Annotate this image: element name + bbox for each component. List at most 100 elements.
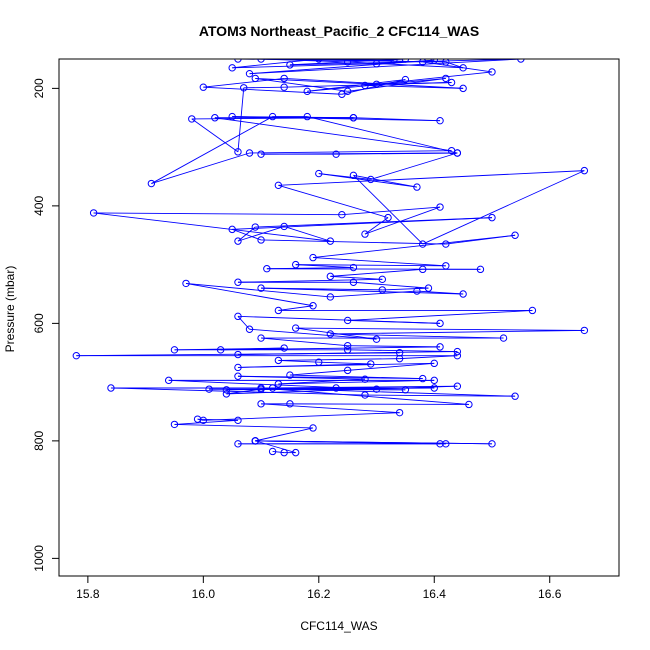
data-point <box>234 148 242 156</box>
data-point <box>326 293 335 301</box>
data-point <box>372 60 381 68</box>
data-point <box>436 440 444 448</box>
y-tick-label: 1000 <box>32 545 46 572</box>
data-point <box>447 78 456 87</box>
data-point <box>528 306 537 315</box>
series-line-segment <box>278 378 366 385</box>
data-point <box>280 222 288 231</box>
data-point <box>343 59 352 66</box>
data-point <box>338 90 346 98</box>
data-point <box>361 391 369 399</box>
data-point <box>280 83 288 91</box>
series-line-segment <box>289 374 423 380</box>
series-line-segment <box>191 118 239 153</box>
series-line-segment <box>278 184 389 219</box>
data-point <box>395 354 404 363</box>
series-line-segment <box>214 117 452 152</box>
data-point <box>401 75 410 84</box>
data-point <box>274 380 283 388</box>
data-point <box>372 335 381 343</box>
series-line-segment <box>266 267 354 270</box>
data-point <box>309 302 317 310</box>
data-point <box>465 400 473 409</box>
data-point <box>309 253 317 262</box>
data-point <box>234 312 242 321</box>
data-point <box>268 447 277 456</box>
series-line-segment <box>93 212 331 242</box>
data-point <box>268 112 277 121</box>
data-point <box>257 284 265 292</box>
data-point <box>442 59 450 66</box>
data-point <box>419 265 427 274</box>
data-point <box>245 325 254 333</box>
series-line-segment <box>249 150 452 154</box>
data-point <box>292 260 300 269</box>
data-point <box>372 80 381 88</box>
data-point <box>378 286 386 294</box>
series-line-segment <box>261 403 400 414</box>
data-point <box>442 440 450 448</box>
data-point <box>499 334 508 342</box>
data-point <box>390 59 398 64</box>
series-line-segment <box>191 117 354 120</box>
series-line-segment <box>399 355 458 360</box>
series-line-segment <box>318 173 371 180</box>
series-line-segment <box>261 287 464 295</box>
data-point <box>436 343 444 351</box>
series-line-segment <box>347 61 464 69</box>
series-line-segment <box>203 77 285 88</box>
series-line-segment <box>284 226 331 242</box>
series-line-segment <box>370 152 458 180</box>
data-point <box>309 424 317 432</box>
data-point <box>211 114 219 122</box>
data-point <box>228 112 236 121</box>
data-point <box>222 386 231 394</box>
data-point <box>378 275 386 284</box>
series-line-segment <box>336 152 458 155</box>
series-line-segment <box>261 387 469 405</box>
series-line-segment <box>249 328 377 340</box>
data-point <box>245 69 254 78</box>
series-line-segment <box>347 319 441 324</box>
data-point <box>343 316 352 325</box>
data-point <box>222 390 231 398</box>
data-point <box>361 375 369 383</box>
data-point <box>315 169 323 178</box>
series-line-segment <box>330 329 585 335</box>
series-line-segment <box>237 278 383 283</box>
y-tick-label: 400 <box>32 196 46 216</box>
series-line-segment <box>237 87 245 152</box>
data-point <box>280 74 288 83</box>
series-line-segment <box>220 346 441 351</box>
series-line-segment <box>330 268 423 277</box>
data-point <box>326 237 335 245</box>
series-line-segment <box>353 117 441 122</box>
series-layer <box>72 59 589 457</box>
series-line-segment <box>226 385 458 395</box>
data-point <box>511 392 519 400</box>
data-point <box>228 64 236 72</box>
data-point <box>332 384 340 392</box>
data-point <box>453 351 462 360</box>
data-point <box>234 59 242 63</box>
series-line-segment <box>232 228 262 241</box>
data-point <box>205 385 213 393</box>
data-point <box>361 81 369 90</box>
x-tick-label: 16.0 <box>192 587 216 601</box>
series-line-segment <box>203 86 342 95</box>
data-point <box>424 284 433 292</box>
data-point <box>274 181 283 190</box>
data-point <box>315 59 323 63</box>
data-point <box>349 171 358 180</box>
series-line-segment <box>185 282 314 307</box>
series-line-segment <box>278 379 435 385</box>
data-point <box>367 360 375 368</box>
series-line-segment <box>272 385 458 389</box>
data-point <box>199 83 208 91</box>
data-point <box>349 263 358 272</box>
data-point <box>401 59 410 63</box>
data-point <box>384 213 392 222</box>
data-point <box>413 287 421 295</box>
data-point <box>251 437 259 445</box>
